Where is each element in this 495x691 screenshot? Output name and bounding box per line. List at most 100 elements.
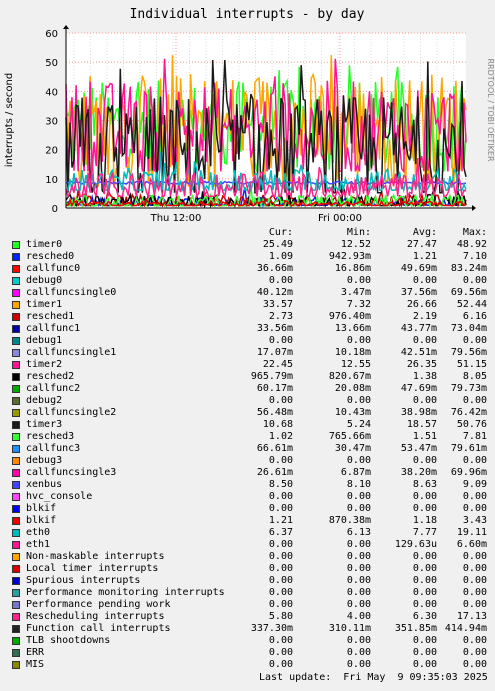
legend-max: 52.44: [456, 299, 487, 310]
legend-name: ERR: [26, 647, 45, 658]
legend-min: 4.00: [346, 611, 371, 622]
legend-min: 12.55: [340, 359, 371, 370]
legend-max: 17.13: [456, 611, 487, 622]
legend-avg: 8.63: [412, 479, 437, 490]
x-axis-arrow: [472, 205, 476, 211]
legend-swatch: [12, 589, 20, 597]
legend-avg: 18.57: [406, 419, 437, 430]
legend-item: resched3 1.02 765.66m 1.51 7.81: [12, 431, 487, 443]
legend-swatch: [12, 361, 20, 369]
header-cur: Cur:: [268, 227, 293, 238]
legend-min: 0.00: [346, 455, 371, 466]
legend-item: blkif 1.21 870.38m 1.18 3.43: [12, 515, 487, 527]
legend-min: 820.67m: [328, 371, 371, 382]
legend-max: 69.96m: [450, 467, 487, 478]
legend-max: 0.00: [462, 335, 487, 346]
legend-avg: 43.77m: [400, 323, 437, 334]
legend-cur: 0.00: [268, 587, 293, 598]
legend-max: 9.09: [462, 479, 487, 490]
legend-min: 0.00: [346, 587, 371, 598]
legend-swatch: [12, 529, 20, 537]
x-tick-label: Thu 12:00: [150, 213, 202, 222]
legend-min: 8.10: [346, 479, 371, 490]
legend-max: 0.00: [462, 659, 487, 670]
legend-item: Function call interrupts 337.30m 310.11m 35…: [12, 623, 487, 635]
legend-name: TLB shootdowns: [26, 635, 111, 646]
legend-name: callfuncsingle0: [26, 287, 117, 298]
y-axis-arrow: [63, 25, 69, 29]
legend-max: 19.11: [456, 527, 487, 538]
legend-max: 51.15: [456, 359, 487, 370]
legend-avg: 129.63u: [394, 539, 437, 550]
legend-item: debug0 0.00 0.00 0.00 0.00: [12, 275, 487, 287]
legend-item: callfunc0 36.66m 16.86m 49.69m 83.24m: [12, 263, 487, 275]
legend-swatch: [12, 409, 20, 417]
y-tick-label: 0: [52, 204, 58, 215]
legend-name: timer1: [26, 299, 63, 310]
header-avg: Avg:: [412, 227, 437, 238]
legend-name: resched2: [26, 371, 75, 382]
legend-item: hvc_console 0.00 0.00 0.00 0.00: [12, 491, 487, 503]
legend-swatch: [12, 277, 20, 285]
legend-cur: 0.00: [268, 647, 293, 658]
legend-name: timer2: [26, 359, 63, 370]
legend-swatch: [12, 517, 20, 525]
legend-cur: 33.57: [262, 299, 293, 310]
legend-cur: 60.17m: [256, 383, 293, 394]
legend-min: 0.00: [346, 599, 371, 610]
legend-name: Spurious interrupts: [26, 575, 141, 586]
legend-cur: 26.61m: [256, 467, 293, 478]
legend-max: 414.94m: [444, 623, 487, 634]
legend-cur: 8.50: [268, 479, 293, 490]
legend-min: 0.00: [346, 275, 371, 286]
legend-name: xenbus: [26, 479, 63, 490]
legend-min: 12.52: [340, 239, 371, 250]
legend-name: Performance pending work: [26, 599, 171, 610]
legend-max: 79.61m: [450, 443, 487, 454]
side-label: RRDTOOL / TOBI OETIKER: [486, 58, 495, 161]
legend-item: eth1 0.00 0.00 129.63u 6.60m: [12, 539, 487, 551]
legend-min: 0.00: [346, 335, 371, 346]
legend-max: 48.92: [456, 239, 487, 250]
legend-swatch: [12, 613, 20, 621]
legend-item: timer1 33.57 7.32 26.66 52.44: [12, 299, 487, 311]
legend-item: resched2 965.79m 820.67m 1.38 8.05: [12, 371, 487, 383]
legend-avg: 0.00: [412, 491, 437, 502]
legend-swatch: [12, 649, 20, 657]
legend-item: Local timer interrupts 0.00 0.00 0.00 0.00: [12, 563, 487, 575]
legend-min: 0.00: [346, 491, 371, 502]
legend-max: 0.00: [462, 563, 487, 574]
legend-max: 8.05: [462, 371, 487, 382]
legend-avg: 1.18: [412, 515, 437, 526]
legend-avg: 26.66: [406, 299, 437, 310]
legend-name: callfunc0: [26, 263, 81, 274]
legend-swatch: [12, 373, 20, 381]
legend-name: Function call interrupts: [26, 623, 171, 634]
legend-swatch: [12, 349, 20, 357]
legend-avg: 2.19: [412, 311, 437, 322]
legend-swatch: [12, 577, 20, 585]
legend-name: debug3: [26, 455, 63, 466]
legend-cur: 0.00: [268, 335, 293, 346]
legend-swatch: [12, 313, 20, 321]
legend-item: resched0 1.09 942.93m 1.21 7.10: [12, 251, 487, 263]
legend-name: resched1: [26, 311, 75, 322]
legend-avg: 47.69m: [400, 383, 437, 394]
legend-item: blkif 0.00 0.00 0.00 0.00: [12, 503, 487, 515]
legend-max: 0.00: [462, 455, 487, 466]
legend-name: timer3: [26, 419, 63, 430]
legend-item: debug3 0.00 0.00 0.00 0.00: [12, 455, 487, 467]
legend-name: resched3: [26, 431, 75, 442]
legend-avg: 0.00: [412, 563, 437, 574]
legend-swatch: [12, 469, 20, 477]
legend-cur: 1.02: [268, 431, 293, 442]
legend-cur: 0.00: [268, 563, 293, 574]
legend-cur: 66.61m: [256, 443, 293, 454]
legend-name: hvc_console: [26, 491, 93, 502]
legend-cur: 5.80: [268, 611, 293, 622]
legend-min: 0.00: [346, 395, 371, 406]
legend-swatch: [12, 601, 20, 609]
legend-name: Rescheduling interrupts: [26, 611, 165, 622]
legend-name: debug1: [26, 335, 63, 346]
legend-max: 3.43: [462, 515, 487, 526]
